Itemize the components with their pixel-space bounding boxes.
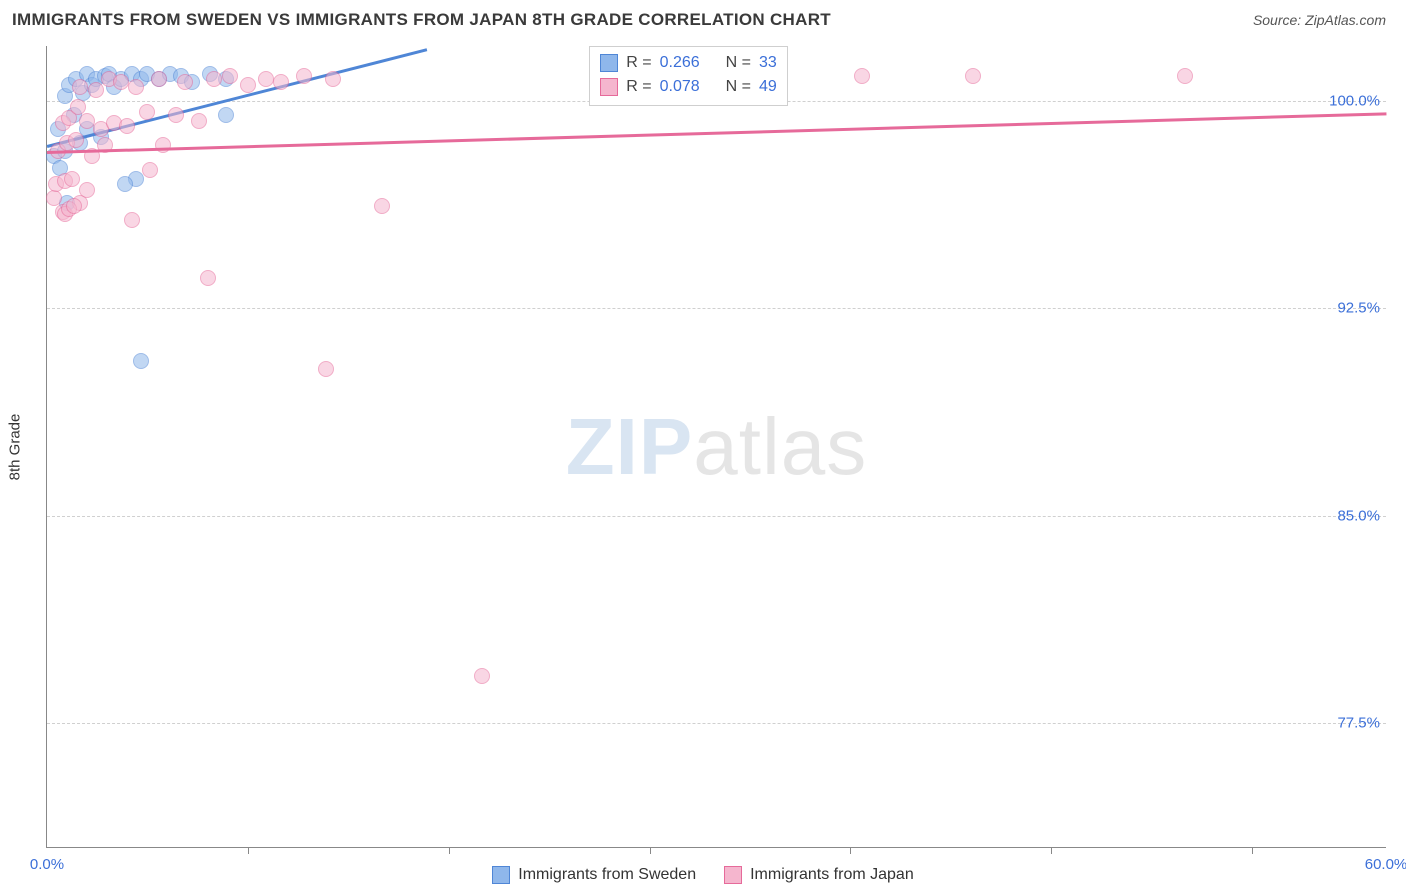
correlation-row-sweden: R = 0.266 N = 33 bbox=[600, 51, 777, 75]
r-label: R = bbox=[626, 51, 651, 75]
y-tick-label: 100.0% bbox=[1329, 93, 1380, 110]
scatter-point-japan bbox=[206, 71, 222, 87]
scatter-point-japan bbox=[142, 162, 158, 178]
x-tick-mark bbox=[248, 847, 249, 854]
scatter-point-japan bbox=[258, 71, 274, 87]
scatter-point-japan bbox=[128, 79, 144, 95]
watermark: ZIPatlas bbox=[566, 401, 867, 493]
legend: Immigrants from Sweden Immigrants from Ja… bbox=[0, 866, 1406, 884]
source-label: Source: ZipAtlas.com bbox=[1253, 12, 1386, 28]
swatch-sweden-icon bbox=[600, 54, 618, 72]
watermark-zip: ZIP bbox=[566, 402, 693, 491]
y-axis-label: 8th Grade bbox=[7, 413, 24, 480]
chart-area: ZIPatlas 8th Grade 77.5%85.0%92.5%100.0%… bbox=[46, 46, 1386, 848]
scatter-point-japan bbox=[113, 74, 129, 90]
scatter-point-japan bbox=[124, 212, 140, 228]
watermark-atlas: atlas bbox=[693, 402, 867, 491]
y-tick-label: 77.5% bbox=[1337, 714, 1380, 731]
n-value-japan: 49 bbox=[759, 75, 777, 99]
scatter-point-japan bbox=[318, 361, 334, 377]
gridline bbox=[47, 723, 1386, 724]
scatter-point-sweden bbox=[133, 353, 149, 369]
legend-item-japan: Immigrants from Japan bbox=[724, 866, 914, 884]
chart-title: IMMIGRANTS FROM SWEDEN VS IMMIGRANTS FRO… bbox=[12, 10, 831, 30]
scatter-point-sweden bbox=[117, 176, 133, 192]
scatter-point-japan bbox=[66, 198, 82, 214]
scatter-point-japan bbox=[474, 668, 490, 684]
scatter-point-japan bbox=[151, 71, 167, 87]
trend-line-japan bbox=[47, 112, 1386, 153]
scatter-point-japan bbox=[191, 113, 207, 129]
scatter-point-sweden bbox=[218, 107, 234, 123]
scatter-point-japan bbox=[325, 71, 341, 87]
scatter-point-japan bbox=[273, 74, 289, 90]
scatter-point-japan bbox=[296, 68, 312, 84]
n-value-sweden: 33 bbox=[759, 51, 777, 75]
y-tick-label: 92.5% bbox=[1337, 300, 1380, 317]
scatter-point-japan bbox=[200, 270, 216, 286]
r-label: R = bbox=[626, 75, 651, 99]
scatter-point-japan bbox=[177, 74, 193, 90]
scatter-point-japan bbox=[240, 77, 256, 93]
x-tick-mark bbox=[449, 847, 450, 854]
scatter-point-japan bbox=[68, 132, 84, 148]
swatch-japan-icon bbox=[600, 78, 618, 96]
scatter-point-japan bbox=[374, 198, 390, 214]
r-value-sweden: 0.266 bbox=[660, 51, 700, 75]
x-tick-mark bbox=[1051, 847, 1052, 854]
scatter-point-japan bbox=[119, 118, 135, 134]
legend-label-sweden: Immigrants from Sweden bbox=[518, 866, 696, 884]
r-value-japan: 0.078 bbox=[660, 75, 700, 99]
legend-item-sweden: Immigrants from Sweden bbox=[492, 866, 696, 884]
scatter-point-japan bbox=[88, 82, 104, 98]
gridline bbox=[47, 516, 1386, 517]
scatter-point-japan bbox=[72, 79, 88, 95]
scatter-point-japan bbox=[854, 68, 870, 84]
n-label: N = bbox=[726, 51, 751, 75]
scatter-point-japan bbox=[222, 68, 238, 84]
plot-region: ZIPatlas 8th Grade 77.5%85.0%92.5%100.0%… bbox=[46, 46, 1386, 848]
x-tick-mark bbox=[850, 847, 851, 854]
x-tick-mark bbox=[650, 847, 651, 854]
n-label: N = bbox=[726, 75, 751, 99]
legend-label-japan: Immigrants from Japan bbox=[750, 866, 914, 884]
scatter-point-japan bbox=[168, 107, 184, 123]
x-tick-mark bbox=[1252, 847, 1253, 854]
legend-swatch-japan-icon bbox=[724, 866, 742, 884]
scatter-point-japan bbox=[64, 171, 80, 187]
scatter-point-japan bbox=[1177, 68, 1193, 84]
gridline bbox=[47, 308, 1386, 309]
y-tick-label: 85.0% bbox=[1337, 507, 1380, 524]
scatter-point-japan bbox=[155, 137, 171, 153]
correlation-box: R = 0.266 N = 33 R = 0.078 N = 49 bbox=[589, 46, 788, 106]
scatter-point-japan bbox=[965, 68, 981, 84]
legend-swatch-sweden-icon bbox=[492, 866, 510, 884]
scatter-point-japan bbox=[79, 182, 95, 198]
correlation-row-japan: R = 0.078 N = 49 bbox=[600, 75, 777, 99]
scatter-point-japan bbox=[139, 104, 155, 120]
